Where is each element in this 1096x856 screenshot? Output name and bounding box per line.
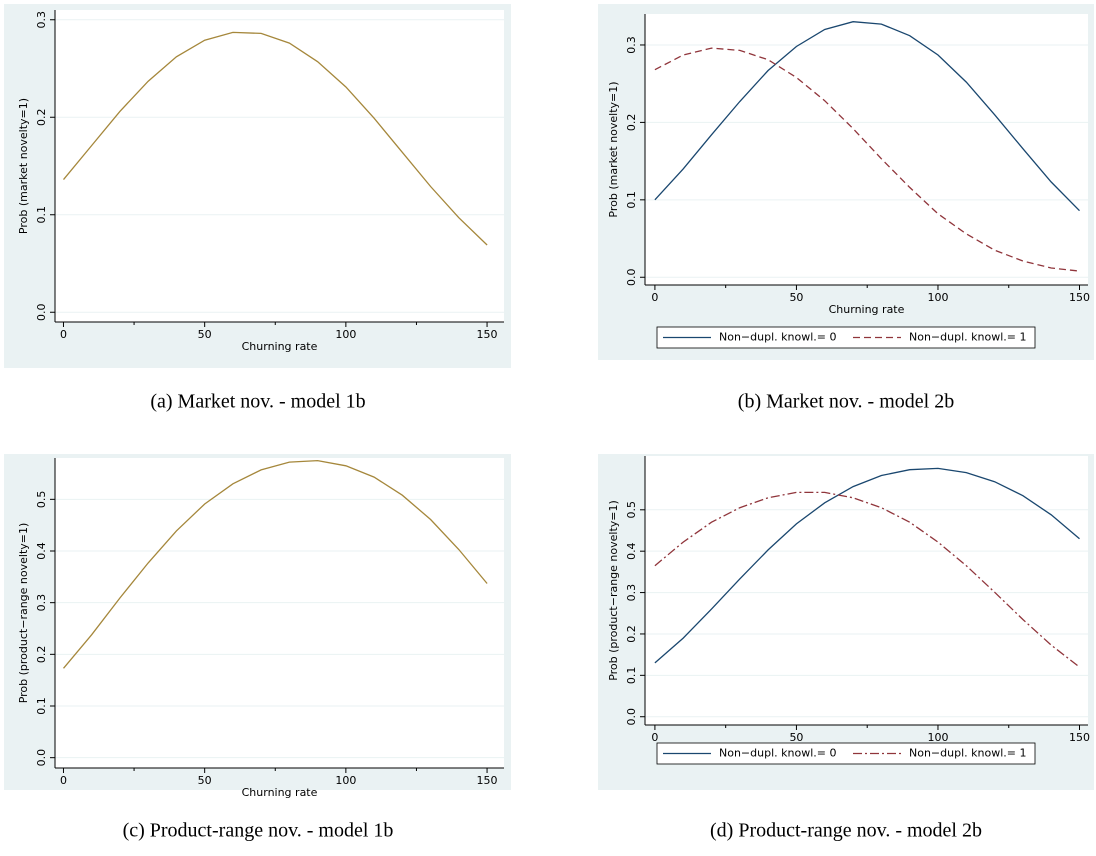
y-tick-label: 0.2 (625, 625, 638, 643)
plot-area (55, 10, 504, 322)
x-axis-title: Churning rate (242, 340, 318, 353)
y-axis-title: Prob (market novelty=1) (607, 81, 620, 217)
y-tick-label: 0.4 (35, 542, 48, 560)
y-tick-label: 0.5 (35, 491, 48, 509)
x-tick-label: 100 (927, 731, 948, 744)
line-series (654, 21, 1080, 212)
line-series (63, 459, 488, 669)
x-axis-title: Churning rate (242, 786, 318, 799)
caption: (b) Market nov. - model 2b (738, 391, 954, 413)
line-series (654, 491, 1080, 668)
line-series (654, 47, 1080, 272)
y-tick-label: 0.0 (35, 749, 48, 767)
legend-label: Non−dupl. knowl.= 0 (719, 747, 836, 760)
y-axis-title: Prob (product−range novelty=1) (607, 500, 620, 681)
legend-box (656, 326, 1036, 349)
chart-panel: 0.0 0.1 0.2 0.3 0 50 100 150 Churning rate Prob (… (4, 4, 511, 413)
x-tick-label: 0 (651, 731, 658, 744)
x-tick-label: 150 (477, 774, 498, 787)
y-tick-label: 0.3 (35, 11, 48, 29)
x-tick-label: 100 (335, 774, 356, 787)
x-tick-label: 100 (335, 328, 356, 341)
y-tick-label: 0.3 (35, 594, 48, 612)
x-tick-label: 0 (60, 328, 67, 341)
y-axis-title: Prob (product−range novelty=1) (17, 523, 30, 704)
chart-panel: 0.0 0.1 0.2 0.3 0.4 0.5 0 50 100 150 Churning rate… (4, 454, 511, 842)
chart-panel: 0.0 0.1 0.2 0.3 0 50 100 150 Churning rate Prob (… (598, 4, 1094, 413)
line-series (654, 467, 1080, 664)
caption: (c) Product-range nov. - model 1b (123, 820, 394, 842)
x-tick-label: 150 (1069, 291, 1090, 304)
y-tick-label: 0.5 (625, 501, 638, 519)
x-tick-label: 150 (477, 328, 498, 341)
y-tick-label: 0.2 (625, 114, 638, 131)
legend-label: Non−dupl. knowl.= 0 (719, 331, 836, 344)
y-tick-label: 0.2 (35, 646, 48, 664)
legend-box (656, 742, 1036, 765)
y-tick-label: 0.3 (625, 584, 638, 602)
y-tick-label: 0.4 (625, 542, 638, 560)
x-tick-label: 150 (1069, 731, 1090, 744)
line-series (62, 31, 488, 246)
x-tick-label: 50 (789, 731, 803, 744)
plot-area (645, 14, 1088, 285)
legend-label: Non−dupl. knowl.= 1 (909, 331, 1026, 344)
legend-label: Non−dupl. knowl.= 1 (909, 747, 1026, 760)
y-axis-title: Prob (market novelty=1) (17, 98, 30, 234)
x-tick-label: 100 (927, 291, 948, 304)
y-tick-label: 0.3 (625, 36, 638, 54)
plot-area (645, 456, 1088, 725)
y-tick-label: 0.1 (625, 191, 638, 209)
x-tick-label: 50 (198, 774, 212, 787)
x-tick-label: 50 (789, 291, 803, 304)
x-tick-label: 0 (651, 291, 658, 304)
y-tick-label: 0.1 (625, 667, 638, 685)
y-tick-label: 0.0 (35, 304, 48, 322)
caption: (d) Product-range nov. - model 2b (710, 820, 982, 842)
y-tick-label: 0.2 (35, 109, 48, 127)
caption: (a) Market nov. - model 1b (150, 391, 365, 413)
x-axis-title: Churning rate (829, 303, 905, 316)
y-tick-label: 0.0 (625, 708, 638, 726)
plot-area (55, 458, 504, 768)
y-tick-label: 0.1 (35, 206, 48, 224)
x-tick-label: 50 (198, 328, 212, 341)
y-tick-label: 0.0 (625, 269, 638, 287)
x-tick-label: 0 (60, 774, 67, 787)
y-tick-label: 0.1 (35, 697, 48, 715)
